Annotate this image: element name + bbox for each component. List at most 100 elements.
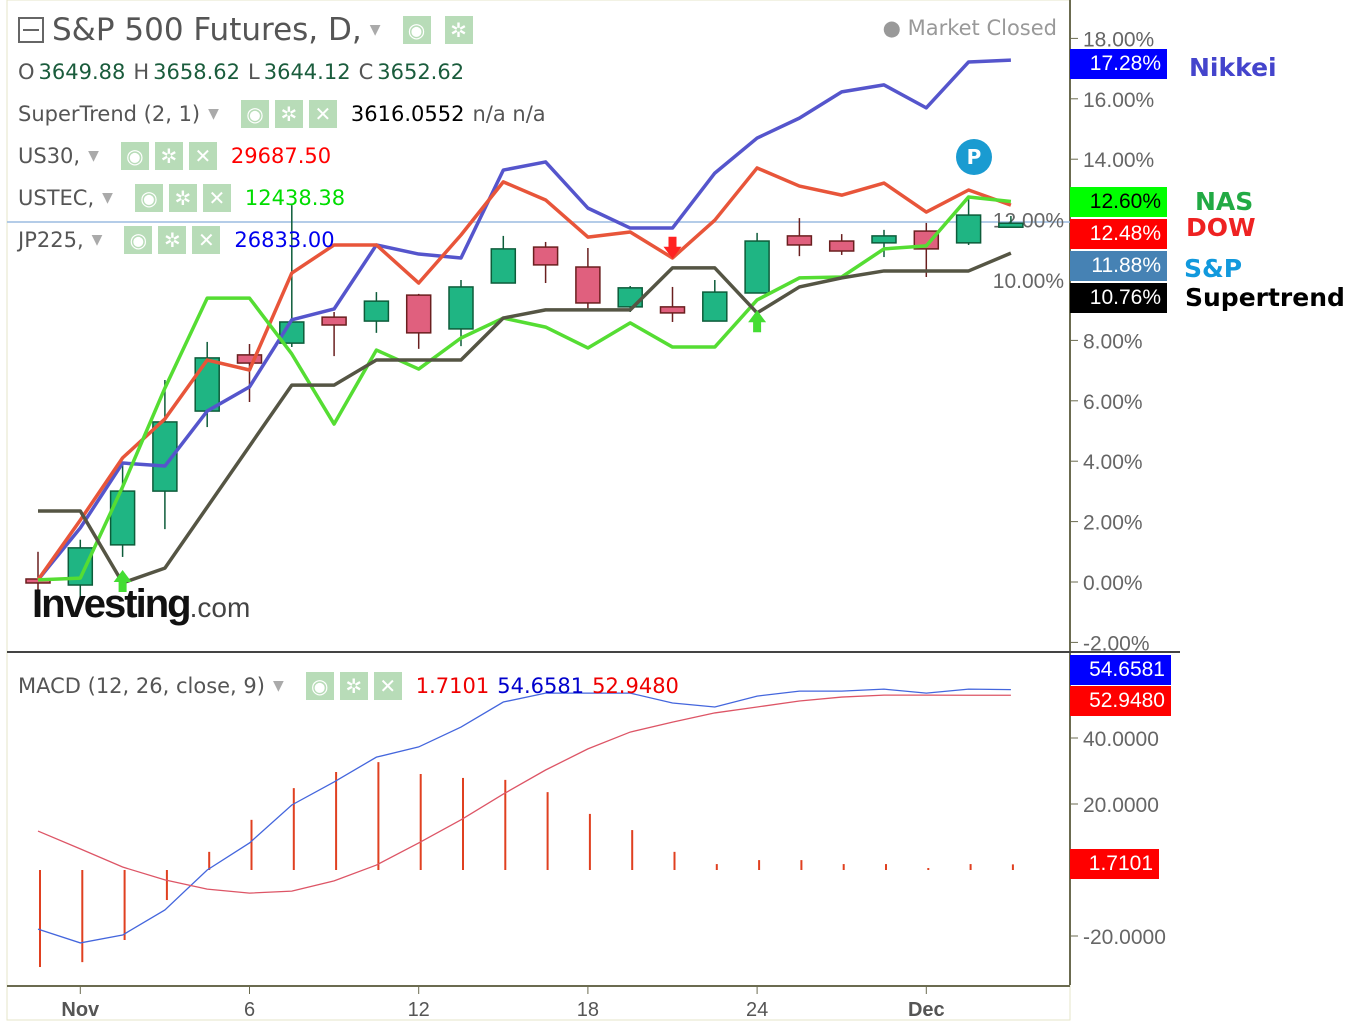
macd-value-box: 1.7101	[1070, 849, 1159, 879]
indicator-legend: US30, ▼ ◉ ✲ ✕ 29687.50	[18, 142, 331, 170]
eye-icon[interactable]: ◉	[124, 226, 153, 254]
indicator-extra: n/a n/a	[472, 102, 546, 126]
gear-icon[interactable]: ✲	[158, 226, 187, 254]
series-label: DOW	[1186, 213, 1256, 242]
macd-value-box: 52.9480	[1070, 686, 1171, 716]
x-tick-label: 12	[408, 999, 430, 1021]
last-price-box: 12.60%	[1070, 187, 1167, 217]
eye-icon[interactable]: ◉	[240, 100, 269, 128]
series-label: NAS	[1195, 187, 1254, 216]
y-tick-label: 6.00%	[1083, 391, 1143, 414]
status-dot-icon: ●	[882, 16, 908, 40]
indicator-name: US30,	[18, 144, 81, 168]
eye-icon[interactable]: ◉	[134, 184, 163, 212]
x-tick-label: Nov	[61, 999, 100, 1021]
main-legend: S&P 500 Futures, D, ▼ ◉ ✲	[18, 12, 479, 48]
market-status-text: Market Closed	[907, 16, 1057, 40]
indicator-value: 12438.38	[244, 186, 346, 210]
series-label: S&P	[1184, 254, 1243, 283]
close-label: C	[358, 60, 374, 84]
close-value: 3652.62	[377, 60, 465, 84]
macd-value: 54.6581	[497, 674, 585, 698]
y-tick-label: 14.00%	[1083, 149, 1154, 172]
candle-up	[744, 240, 770, 294]
indicator-name: JP225,	[18, 228, 84, 252]
last-price-box: 10.76%	[1070, 283, 1167, 313]
macd-y-tick-label: 40.0000	[1083, 728, 1159, 751]
plot-background	[6, 0, 1071, 1021]
candle-up	[871, 235, 897, 244]
macd-name: MACD (12, 26, close, 9)	[18, 674, 265, 698]
gear-icon[interactable]: ✲	[444, 16, 473, 44]
macd-line-macd	[37, 688, 1011, 944]
open-label: O	[18, 60, 35, 84]
chevron-down-icon[interactable]: ▼	[102, 190, 113, 206]
close-icon[interactable]: ✕	[373, 672, 402, 700]
candle-up	[998, 222, 1024, 228]
macd-y-tick-label: 20.0000	[1083, 794, 1159, 817]
candle-up	[448, 286, 474, 330]
indicator-legend: SuperTrend (2, 1) ▼ ◉ ✲ ✕ 3616.0552 n/a n/a	[18, 100, 546, 128]
collapse-icon[interactable]	[18, 17, 44, 43]
chevron-down-icon[interactable]: ▼	[369, 22, 381, 38]
macd-line-signal	[37, 694, 1011, 894]
market-status: ● Market Closed	[883, 16, 1057, 40]
candle-down	[575, 266, 601, 304]
arrow-up-icon	[748, 310, 767, 333]
symbol-title: S&P 500 Futures, D,	[52, 12, 362, 48]
chevron-down-icon[interactable]: ▼	[272, 678, 284, 694]
candle-down	[786, 235, 813, 246]
logo: Investing.com	[32, 582, 251, 626]
eye-icon[interactable]: ◉	[120, 142, 149, 170]
candle-up	[363, 300, 390, 322]
close-icon[interactable]: ✕	[202, 184, 231, 212]
macd-legend: MACD (12, 26, close, 9) ▼ ◉ ✲ ✕ 1.7101 54.…	[18, 672, 679, 700]
indicator-legend: JP225, ▼ ◉ ✲ ✕ 26833.00	[18, 226, 335, 254]
candle-up	[702, 291, 728, 322]
macd-hist-value: 1.7101	[415, 674, 490, 698]
x-tick-label: 6	[244, 999, 255, 1021]
series-label: Nikkei	[1189, 53, 1277, 82]
y-tick-label: -2.00%	[1083, 632, 1150, 655]
eye-icon[interactable]: ◉	[402, 16, 431, 44]
line-dow	[36, 166, 1012, 581]
macd-value-box: 54.6581	[1070, 655, 1171, 685]
y-tick-label: 12.00%	[993, 210, 1064, 233]
x-tick-label: Dec	[908, 999, 945, 1021]
gear-icon[interactable]: ✲	[274, 100, 303, 128]
chevron-down-icon[interactable]: ▼	[91, 232, 103, 248]
high-value: 3658.62	[153, 60, 241, 84]
close-icon[interactable]: ✕	[308, 100, 337, 128]
y-tick-label: 0.00%	[1083, 572, 1143, 595]
series-label: Supertrend	[1185, 283, 1345, 312]
close-icon[interactable]: ✕	[192, 226, 221, 254]
gear-icon[interactable]: ✲	[154, 142, 183, 170]
indicator-legend: USTEC, ▼ ◉ ✲ ✕ 12438.38	[18, 184, 345, 212]
ohlc-readout: O 3649.88 H 3658.62 L 3644.12 C 3652.62	[18, 60, 464, 84]
line-nas	[37, 195, 1012, 582]
chevron-down-icon[interactable]: ▼	[88, 148, 99, 164]
eye-icon[interactable]: ◉	[305, 672, 334, 700]
indicator-value: 29687.50	[230, 144, 332, 168]
candle-down	[321, 316, 347, 326]
chevron-down-icon[interactable]: ▼	[208, 106, 219, 122]
y-tick-label: 2.00%	[1083, 512, 1143, 535]
macd-y-tick-label: -20.0000	[1083, 926, 1166, 949]
last-price-box: 12.48%	[1070, 219, 1167, 249]
candle-down	[236, 354, 263, 364]
candle-down	[913, 230, 940, 250]
gear-icon[interactable]: ✲	[168, 184, 197, 212]
line-supertrend	[38, 251, 1012, 585]
y-tick-label: 10.00%	[993, 270, 1064, 293]
close-icon[interactable]: ✕	[188, 142, 217, 170]
low-label: L	[248, 60, 260, 84]
open-value: 3649.88	[38, 60, 126, 84]
indicator-value: 26833.00	[234, 228, 335, 252]
indicator-value: 3616.0552	[350, 102, 465, 126]
candle-down	[828, 240, 855, 252]
candle-down	[405, 294, 432, 334]
publish-badge[interactable]: P	[956, 139, 992, 175]
gear-icon[interactable]: ✲	[339, 672, 368, 700]
